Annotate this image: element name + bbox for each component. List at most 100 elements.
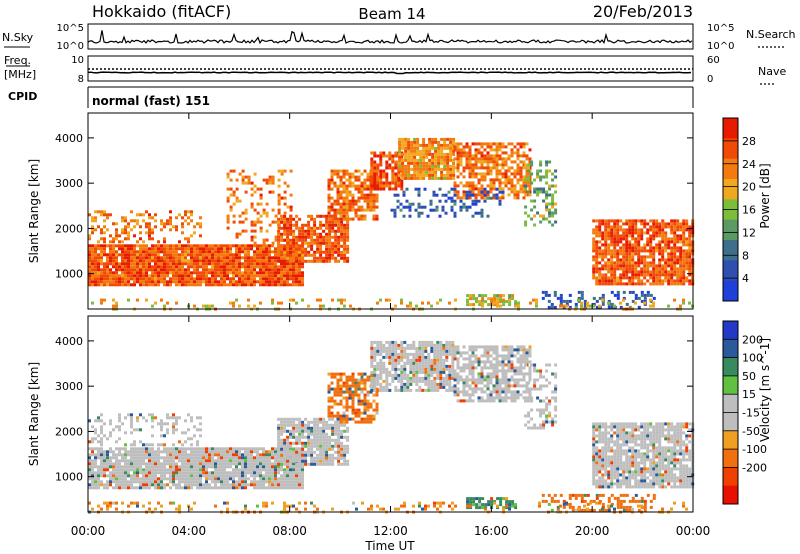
echo-cell [649, 225, 653, 229]
echo-cell [151, 283, 154, 287]
echo-cell [169, 216, 172, 220]
echo-cell [369, 190, 373, 194]
echo-cell [196, 256, 199, 260]
echo-cell [604, 237, 608, 241]
echo-cell [181, 265, 184, 269]
echo-cell [262, 477, 265, 481]
echo-cell [580, 301, 583, 305]
echo-cell [325, 256, 329, 260]
echo-cell [391, 157, 395, 161]
echo-cell [649, 304, 652, 308]
echo-cell [616, 234, 620, 238]
echo-cell [277, 274, 280, 278]
echo-cell [151, 434, 154, 438]
echo-cell [199, 447, 202, 451]
echo-cell [404, 167, 408, 171]
echo-cell [357, 190, 361, 194]
echo-cell [670, 264, 674, 268]
echo-cell [292, 271, 295, 275]
echo-cell [664, 240, 668, 244]
echo-cell [613, 270, 617, 274]
echo-cell [607, 237, 611, 241]
echo-cell [199, 428, 202, 432]
echo-cell [88, 468, 91, 472]
echo-cell [471, 214, 475, 218]
echo-cell [667, 279, 671, 283]
echo-cell [307, 444, 311, 448]
echo-cell [268, 262, 271, 266]
echo-cell [333, 181, 337, 185]
echo-cell [435, 205, 439, 209]
echo-cell [483, 187, 487, 191]
echo-cell [220, 262, 223, 266]
echo-cell [468, 184, 472, 188]
echo-cell [346, 426, 350, 430]
echo-cell [151, 244, 154, 248]
echo-cell [118, 247, 121, 251]
echo-cell [97, 486, 100, 490]
echo-cell [118, 268, 121, 272]
echo-cell [595, 243, 599, 247]
echo-cell [100, 228, 103, 232]
echo-cell [181, 474, 184, 478]
echo-cell [256, 211, 260, 215]
echo-cell [91, 437, 94, 441]
echo-cell [607, 249, 611, 253]
echo-cell [166, 428, 169, 432]
echo-cell [175, 244, 178, 248]
echo-cell [268, 465, 271, 469]
echo-cell [480, 151, 484, 155]
echo-cell [328, 417, 332, 421]
echo-cell [193, 474, 196, 478]
echo-cell [259, 214, 263, 218]
echo-cell [604, 276, 608, 280]
echo-cell [202, 453, 205, 457]
echo-cell [601, 252, 605, 256]
echo-cell [446, 173, 450, 177]
echo-cell [343, 256, 347, 260]
echo-cell [91, 225, 94, 229]
echo-cell [340, 244, 344, 248]
echo-cell [409, 304, 412, 308]
echo-cell [175, 271, 178, 275]
echo-cell [422, 170, 426, 174]
echo-cell [244, 486, 247, 490]
echo-cell [346, 229, 350, 233]
echo-cell [637, 237, 641, 241]
echo-cell [112, 465, 115, 469]
echo-cell [516, 172, 520, 176]
echo-cell [404, 164, 408, 168]
echo-cell [498, 163, 502, 167]
echo-cell [679, 237, 683, 241]
echo-cell [238, 244, 241, 248]
echo-cell [268, 468, 271, 472]
echo-cell [202, 253, 205, 257]
echo-cell [151, 416, 154, 420]
echo-cell [223, 453, 226, 457]
echo-cell [232, 468, 235, 472]
echo-cell [289, 453, 293, 457]
echo-cell [313, 456, 317, 460]
echo-cell [313, 229, 317, 233]
echo-cell [277, 259, 281, 263]
echo-cell [580, 293, 584, 297]
echo-cell [477, 193, 481, 197]
echo-cell [166, 450, 169, 454]
echo-cell [598, 252, 602, 256]
echo-cell [100, 425, 103, 429]
echo-cell [157, 453, 160, 457]
echo-cell [256, 459, 259, 463]
echo-cell [466, 298, 469, 302]
echo-cell [319, 232, 323, 236]
echo-cell [430, 304, 433, 308]
echo-cell [404, 158, 408, 162]
echo-cell [664, 273, 668, 277]
echo-cell [193, 265, 196, 269]
echo-cell [468, 148, 472, 152]
echo-cell [348, 184, 352, 188]
echo-cell [109, 240, 112, 244]
echo-cell [310, 447, 314, 451]
echo-cell [184, 462, 187, 466]
echo-cell [437, 164, 441, 168]
echo-cell [670, 252, 674, 256]
